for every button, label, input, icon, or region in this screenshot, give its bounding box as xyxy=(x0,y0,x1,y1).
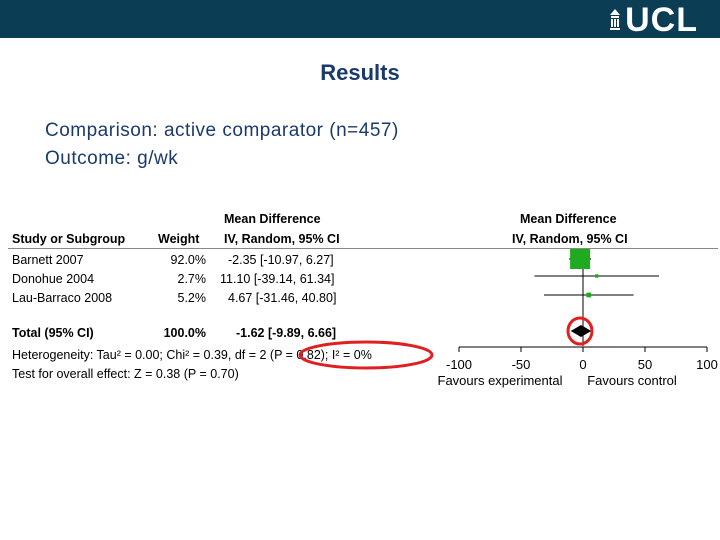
study-weight: 2.7% xyxy=(177,272,207,286)
pooled-diamond xyxy=(570,325,592,337)
study-ci: 11.10 [-39.14, 61.34] xyxy=(220,272,335,286)
study-name: Donohue 2004 xyxy=(12,272,95,286)
md-header-2: IV, Random, 95% CI xyxy=(224,232,340,246)
highlight-circle xyxy=(566,316,594,346)
outcome-line: Outcome: g/wk xyxy=(45,148,179,169)
study-marker xyxy=(595,274,599,278)
study-ci: 4.67 [-31.46, 40.80] xyxy=(228,291,337,305)
x-tick-label: 0 xyxy=(579,357,586,372)
md-header-1: Mean Difference xyxy=(224,212,321,226)
comparison-line: Comparison: active comparator (n=457) xyxy=(45,120,399,141)
study-marker xyxy=(586,292,592,298)
header-bar: UCL xyxy=(0,0,720,38)
logo-text: UCL xyxy=(625,1,698,39)
x-tick-label: 50 xyxy=(638,357,652,372)
weight-header: Weight xyxy=(158,232,200,246)
plot-header-1: Mean Difference xyxy=(520,212,617,226)
study-weight: 92.0% xyxy=(170,253,206,267)
favours-control-label: Favours control xyxy=(587,373,677,388)
x-tick-label: -50 xyxy=(512,357,531,372)
total-ci: -1.62 [-9.89, 6.66] xyxy=(236,326,337,340)
favours-experimental-label: Favours experimental xyxy=(438,373,563,388)
total-weight: 100.0% xyxy=(163,326,206,340)
study-name: Barnett 2007 xyxy=(12,253,84,267)
header-rule xyxy=(8,248,718,249)
x-tick-label: -100 xyxy=(446,357,472,372)
highlight-ellipse xyxy=(298,340,434,370)
plot-header-2: IV, Random, 95% CI xyxy=(512,232,628,246)
crest-icon xyxy=(610,9,621,30)
study-ci: -2.35 [-10.97, 6.27] xyxy=(228,253,334,267)
overall-effect-text: Test for overall effect: Z = 0.38 (P = 0… xyxy=(12,367,239,381)
study-weight: 5.2% xyxy=(177,291,207,305)
ucl-logo: UCL xyxy=(609,2,698,38)
study-marker xyxy=(570,249,591,269)
heterogeneity-text: Heterogeneity: Tau² = 0.00; Chi² = 0.39,… xyxy=(12,348,372,362)
total-name: Total (95% CI) xyxy=(12,326,94,340)
slide-title: Results xyxy=(320,60,400,85)
study-name: Lau-Barraco 2008 xyxy=(12,291,113,305)
study-header: Study or Subgroup xyxy=(12,232,126,246)
x-tick-label: 100 xyxy=(696,357,718,372)
